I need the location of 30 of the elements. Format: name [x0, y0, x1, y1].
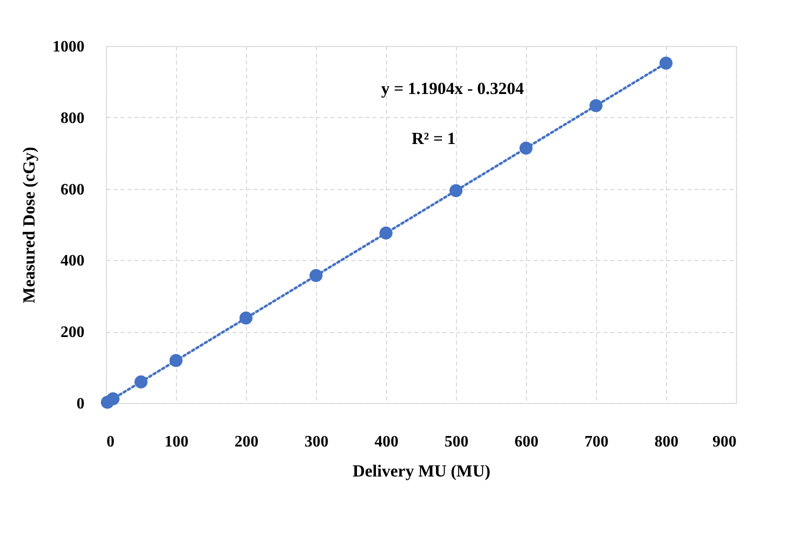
- y-tick-label: 800: [60, 110, 84, 127]
- x-tick-label: 500: [444, 434, 468, 450]
- y-axis-title: Measured Dose (cGy): [20, 146, 38, 304]
- point: [589, 99, 603, 112]
- point: [309, 269, 323, 282]
- point: [106, 392, 120, 406]
- y-tick-label: 600: [60, 181, 84, 198]
- y-tick-label: 1000: [52, 38, 84, 56]
- annotation: R² = 1: [412, 128, 456, 148]
- point: [449, 184, 463, 198]
- y-tick-label: 200: [60, 324, 84, 342]
- x-tick-label: 300: [304, 434, 328, 450]
- point: [379, 226, 393, 240]
- point: [239, 312, 253, 325]
- point: [134, 375, 148, 388]
- annotation: y = 1.1904x - 0.3204: [381, 78, 524, 98]
- x-tick-label: 600: [514, 434, 538, 450]
- x-tick-label: 400: [374, 434, 398, 450]
- point: [659, 56, 673, 70]
- x-axis-title: Delivery MU (MU): [352, 462, 490, 480]
- x-tick-label: 200: [234, 434, 258, 450]
- x-tick-label: 900: [712, 434, 736, 450]
- y-tick-label: 400: [60, 252, 84, 270]
- y-tick-label: 0: [76, 396, 84, 412]
- x-tick-label: 0: [106, 434, 114, 450]
- x-tick-label: 800: [654, 434, 678, 450]
- point: [519, 142, 533, 155]
- x-tick-label: 700: [584, 434, 608, 450]
- x-tick-label: 100: [164, 434, 188, 450]
- point: [169, 354, 183, 368]
